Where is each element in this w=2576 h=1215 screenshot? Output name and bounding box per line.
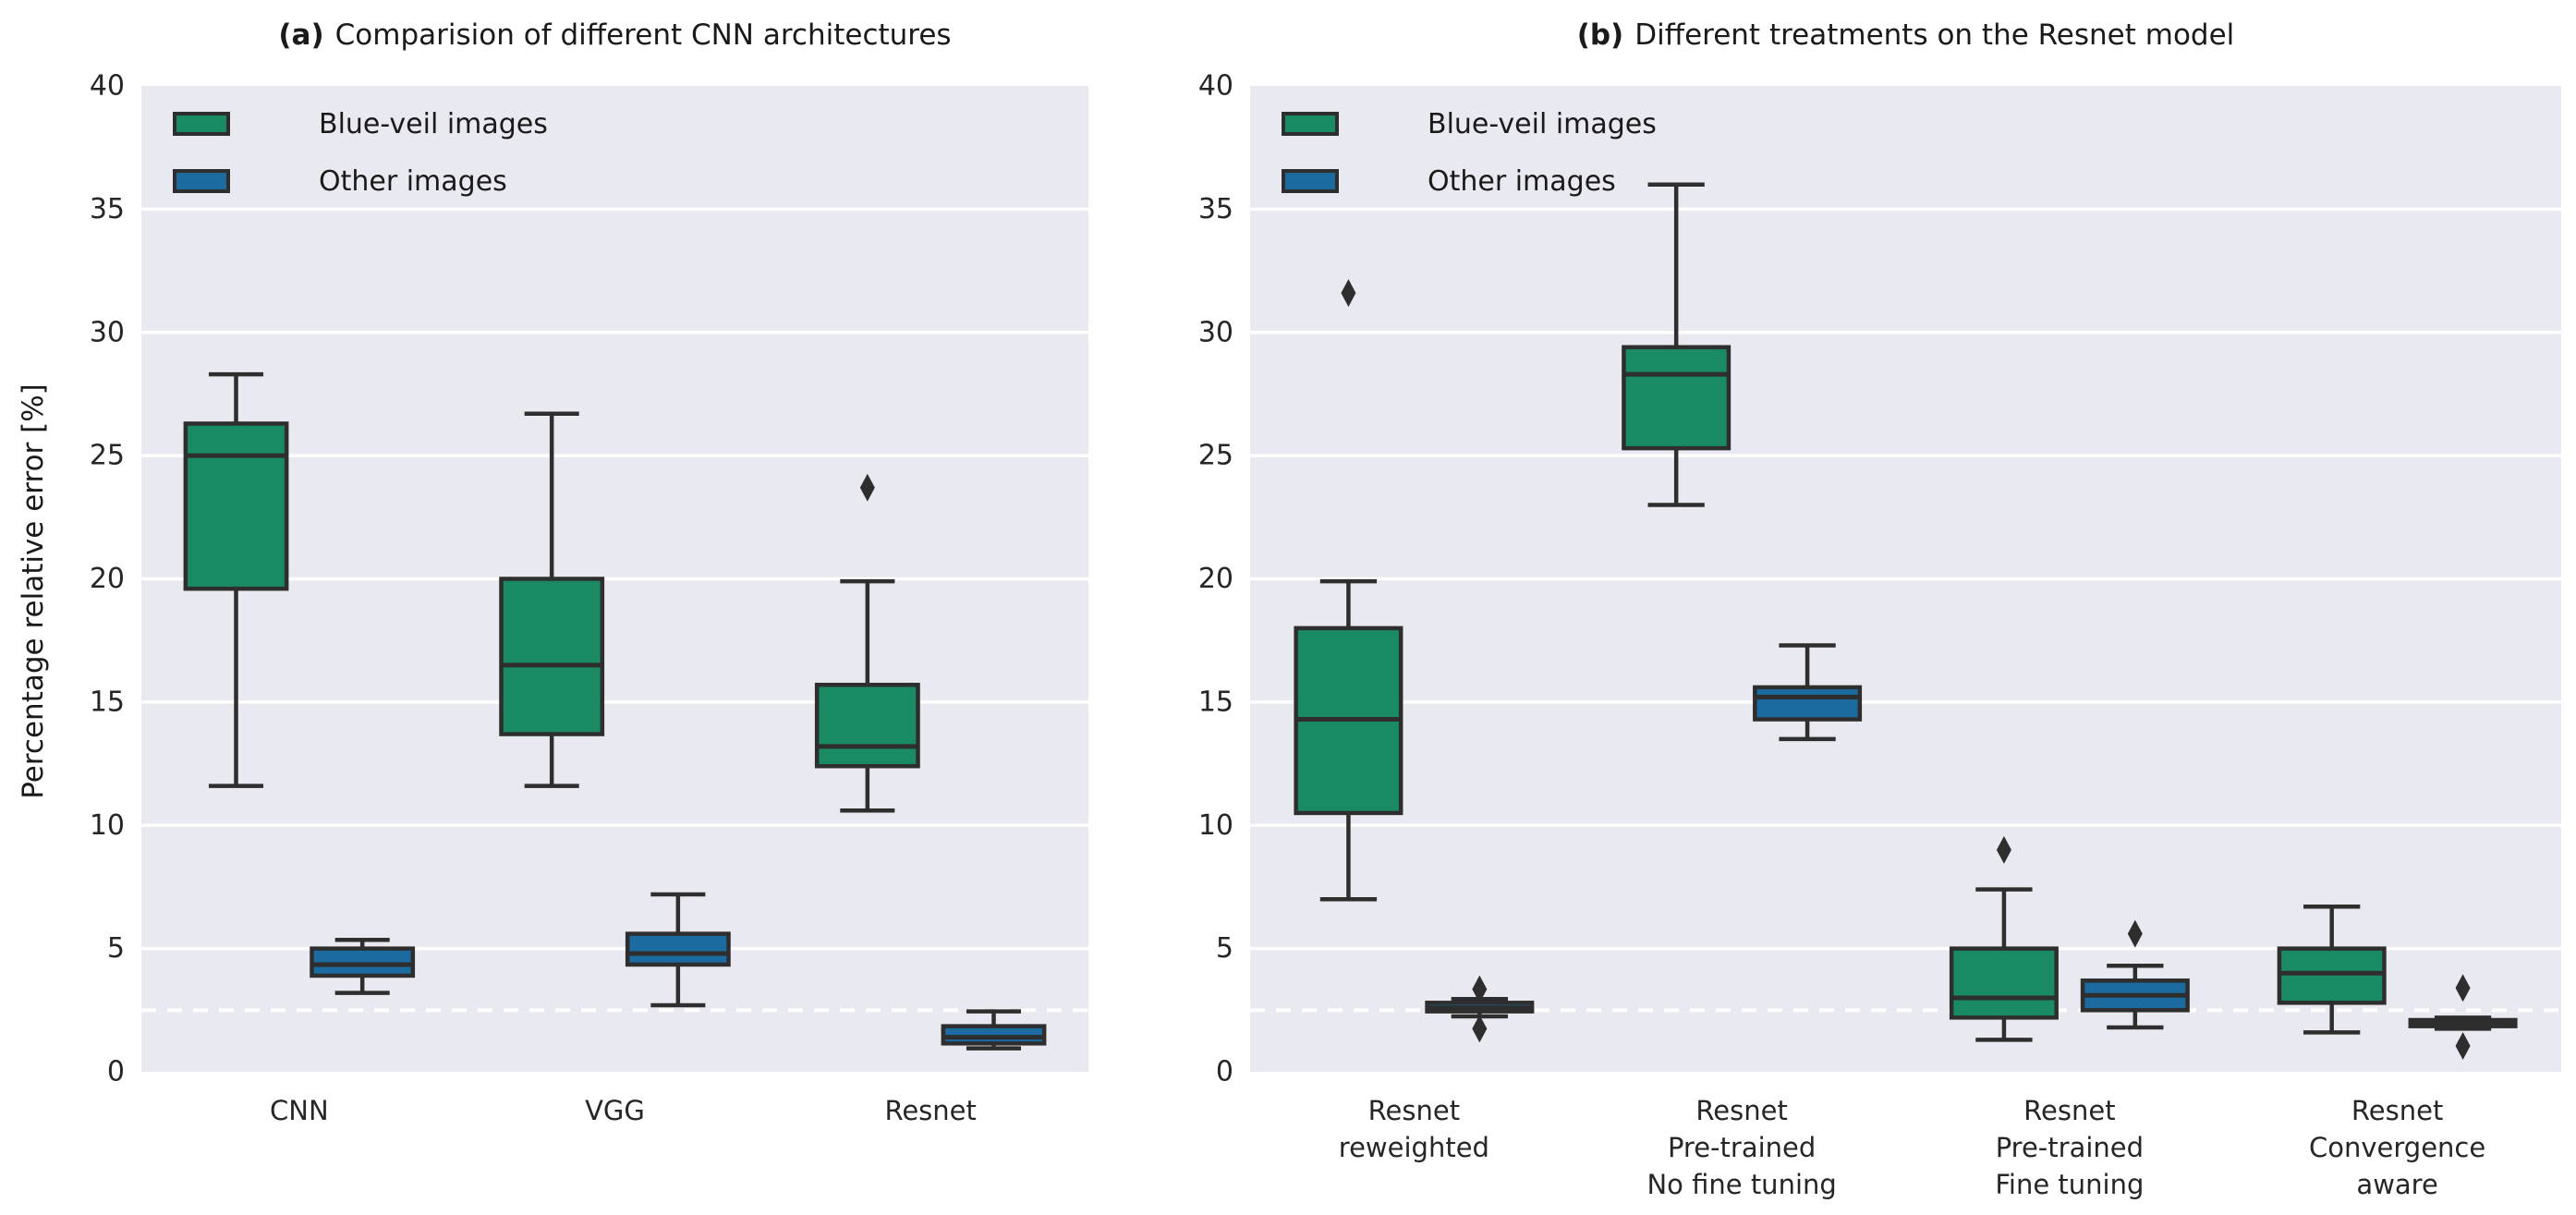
panel-a-label: (a) (278, 18, 324, 52)
y-tick-label: 10 (90, 809, 125, 842)
y-tick-label: 20 (90, 563, 125, 595)
y-tick-label: 30 (90, 316, 125, 348)
legend-item-other: Other images (1282, 163, 1657, 200)
y-tick-label: 20 (1198, 563, 1233, 595)
panel-b-label: (b) (1576, 18, 1624, 52)
legend-panel-a: Blue-veil images Other images (173, 105, 548, 200)
x-tick-label: Resnet Convergence aware (2309, 1095, 2485, 1200)
blue-veil-swatch (1282, 112, 1339, 136)
y-tick-label: 25 (90, 440, 125, 472)
y-tick-label: 5 (107, 932, 125, 965)
iqr-box (183, 421, 289, 591)
x-tick-label: Resnet (884, 1095, 976, 1126)
panel-b-title-text: Different treatments on the Resnet model (1634, 18, 2235, 52)
y-tick-label: 5 (1216, 932, 1233, 965)
iqr-box (814, 682, 920, 769)
y-tick-label: 40 (1198, 70, 1233, 103)
other-images-label: Other images (319, 164, 507, 198)
blue-veil-label: Blue-veil images (319, 107, 548, 140)
outlier-diamond (2127, 919, 2143, 948)
y-tick-label: 35 (1198, 193, 1233, 225)
box-blue-veil-images-2 (814, 473, 920, 813)
box-blue-veil-images-0 (1294, 279, 1403, 902)
y-tick-label: 35 (90, 193, 125, 225)
iqr-box (499, 577, 605, 736)
outlier-diamond (1472, 1015, 1488, 1043)
box-blue-veil-images-1 (1622, 182, 1732, 507)
iqr-box (941, 1024, 1047, 1046)
legend-item-other: Other images (173, 163, 548, 200)
y-tick-label: 0 (1216, 1056, 1233, 1088)
box-other-images-2 (2080, 919, 2190, 1030)
outlier-diamond (1341, 279, 1356, 308)
x-tick-label: Resnet reweighted (1339, 1095, 1489, 1163)
y-tick-label: 30 (1198, 316, 1233, 348)
other-images-label: Other images (1428, 164, 1616, 198)
box-other-images-2 (941, 1009, 1047, 1051)
x-tick-label: CNN (270, 1095, 329, 1126)
blue-veil-swatch (173, 112, 230, 136)
panel-a-title: (a) Comparision of different CNN archite… (141, 15, 1088, 55)
outlier-diamond (2455, 974, 2471, 1002)
iqr-box (2277, 946, 2387, 1005)
other-images-swatch (173, 169, 230, 193)
iqr-box (625, 931, 731, 967)
outlier-diamond (1472, 975, 1488, 1003)
legend-item-blue-veil: Blue-veil images (1282, 105, 1657, 142)
box-other-images-0 (310, 938, 416, 995)
box-blue-veil-images-3 (2277, 905, 2387, 1035)
iqr-box (1753, 685, 1863, 722)
y-tick-label: 40 (90, 70, 125, 103)
iqr-box (1622, 345, 1732, 451)
panel-a-title-text: Comparision of different CNN architectur… (334, 18, 952, 52)
outlier-diamond (859, 473, 875, 502)
box-other-images-1 (625, 892, 731, 1008)
box-blue-veil-images-1 (499, 411, 605, 788)
blue-veil-label: Blue-veil images (1428, 107, 1657, 140)
outlier-diamond (1996, 835, 2011, 864)
iqr-box (310, 946, 416, 978)
legend-panel-b: Blue-veil images Other images (1282, 105, 1657, 200)
box-other-images-0 (1425, 975, 1535, 1043)
y-axis-label: Percentage relative error [%] (17, 383, 50, 799)
box-blue-veil-images-2 (1949, 835, 2059, 1042)
outlier-diamond (2455, 1031, 2471, 1060)
x-tick-label: Resnet Pre-trained Fine tuning (1995, 1095, 2144, 1200)
y-tick-label: 25 (1198, 440, 1233, 472)
y-tick-label: 15 (90, 686, 125, 718)
box-blue-veil-images-0 (183, 371, 289, 788)
x-tick-label: VGG (585, 1095, 645, 1126)
other-images-swatch (1282, 169, 1339, 193)
y-tick-label: 0 (107, 1056, 125, 1088)
box-other-images-3 (2408, 974, 2518, 1060)
x-tick-label: Resnet Pre-trained No fine tuning (1646, 1095, 1836, 1200)
panel-b-title: (b) Different treatments on the Resnet m… (1250, 15, 2561, 55)
y-tick-label: 15 (1198, 686, 1233, 718)
y-tick-label: 10 (1198, 809, 1233, 842)
iqr-box (1949, 946, 2059, 1020)
box-other-images-1 (1753, 643, 1863, 742)
legend-item-blue-veil: Blue-veil images (173, 105, 548, 142)
